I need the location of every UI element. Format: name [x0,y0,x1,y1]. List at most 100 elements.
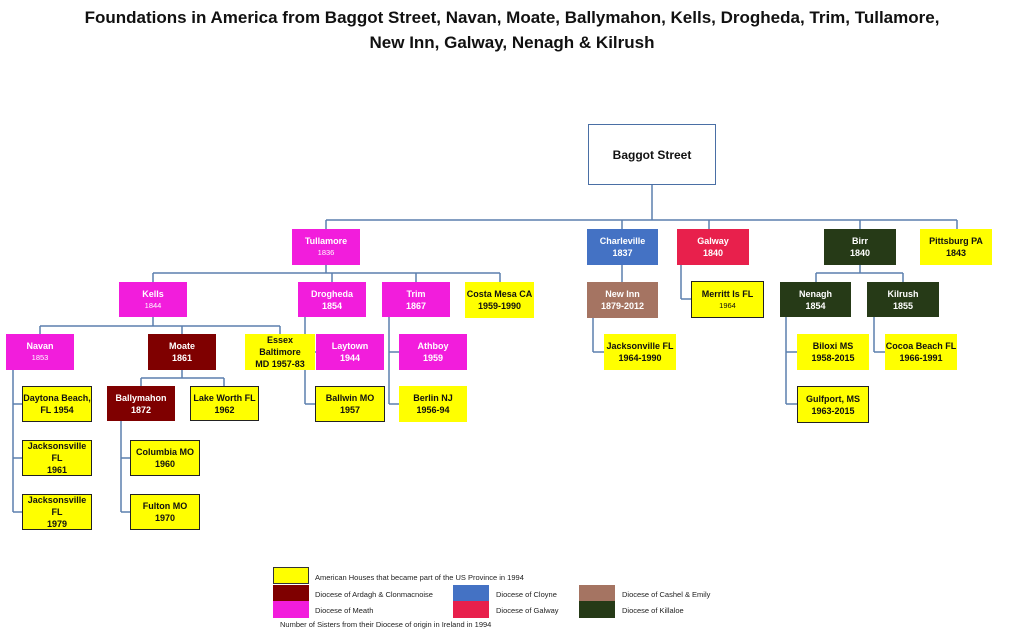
legend-label-killaloe: Diocese of Killaloe [622,606,684,615]
node-columbia: Columbia MO 1960 [130,440,200,476]
node-name: Kells [142,288,164,299]
node-name: Drogheda [310,288,353,299]
node-date: 1956-94 [416,405,450,415]
node-date: FL 1954 [40,405,74,415]
node-name: Charleville [599,236,646,246]
node-ballymahon: Ballymahon 1872 [107,386,175,421]
node-ballwin: Ballwin MO 1957 [315,386,385,422]
node-name: Navan [26,341,54,351]
node-laytown: Laytown 1944 [316,334,384,370]
legend-label-cloyne: Diocese of Cloyne [496,590,557,599]
node-name: Jacksonsville FL [27,495,87,517]
node-fulton: Fulton MO 1970 [130,494,200,530]
node-name: Daytona Beach, [23,393,91,403]
node-date: 1966-1991 [899,353,943,363]
node-name: Jacksonsville FL [27,441,87,463]
node-jax61: Jacksonsville FL 1961 [22,440,92,476]
node-biloxi: Biloxi MS 1958-2015 [797,334,869,370]
node-name: Galway [697,236,729,246]
node-date: 1840 [849,248,871,258]
legend-swatch-american [273,567,309,584]
chart-title-line-2: New Inn, Galway, Nenagh & Kilrush [369,33,655,52]
node-birr: Birr 1840 [824,229,896,265]
node-name: Merritt Is FL [701,288,754,299]
legend-swatch-galway [453,601,489,618]
legend-swatch-ardagh [273,585,309,602]
node-date: 1958-2015 [811,353,855,363]
node-name: Ballymahon [115,392,167,403]
node-berlin: Berlin NJ 1956-94 [399,386,467,422]
node-nenagh: Nenagh 1854 [780,282,851,317]
node-date: 1879-2012 [600,301,645,311]
node-name: Berlin NJ [413,393,453,403]
node-name: Jacksonville FL [606,341,674,351]
node-name: Cocoa Beach FL [885,341,957,351]
node-date: 1854 [805,300,826,311]
node-date: 1964 [719,300,736,310]
legend-swatch-meath [273,601,309,618]
node-costamesa: Costa Mesa CA 1959-1990 [465,282,534,318]
legend-label-galway: Diocese of Galway [496,606,559,615]
legend-label-american: American Houses that became part of the … [315,573,524,582]
node-kilrush: Kilrush 1855 [867,282,939,317]
node-baggot: Baggot Street [588,124,716,185]
node-date: 1944 [339,353,361,363]
node-date: 1837 [612,248,633,258]
node-name: Ballwin MO [325,393,375,403]
legend-swatch-cashel [579,585,615,602]
node-newinn: New Inn 1879-2012 [587,282,658,318]
node-date: 1960 [154,459,176,469]
node-date: 1844 [144,300,162,310]
node-trim: Trim 1867 [382,282,450,317]
node-name: Trim [406,288,426,299]
node-tullamore: Tullamore 1836 [292,229,360,265]
node-essex: Essex Baltimore MD 1957-83 [245,334,315,370]
node-galway: Galway 1840 [677,229,749,265]
node-jax6490: Jacksonville FL 1964-1990 [604,334,676,370]
node-athboy: Athboy 1959 [399,334,467,370]
node-name: Costa Mesa CA [466,289,533,299]
node-daytona: Daytona Beach, FL 1954 [22,386,92,422]
node-name: Essex Baltimore [259,335,301,357]
legend-label-meath: Diocese of Meath [315,606,374,615]
node-date: MD 1957-83 [255,359,305,369]
legend-label-cashel: Diocese of Cashel & Emily [622,590,711,599]
node-jax79: Jacksonsville FL 1979 [22,494,92,530]
node-kells: Kells 1844 [119,282,187,317]
node-name: Baggot Street [612,147,692,162]
node-date: 1836 [317,248,335,257]
node-pittsburg: Pittsburg PA 1843 [920,229,992,265]
node-date: 1861 [171,353,193,363]
chart-title-line-1: Foundations in America from Baggot Stree… [84,8,940,27]
node-date: 1964-1990 [618,353,662,363]
node-name: Columbia MO [136,447,194,457]
node-date: 1854 [321,300,343,311]
node-date: 1959-1990 [477,301,522,311]
node-lakeworth: Lake Worth FL 1962 [190,386,259,421]
node-name: Gulfport, MS [806,393,860,404]
node-charleville: Charleville 1837 [587,229,658,265]
node-name: New Inn [605,289,640,299]
node-name: Biloxi MS [812,341,854,351]
node-gulfport: Gulfport, MS 1963-2015 [797,386,869,423]
node-moate: Moate 1861 [148,334,216,370]
node-date: 1962 [214,404,235,415]
node-name: Birr [851,236,868,246]
node-date: 1979 [46,519,68,529]
node-name: Pittsburg PA [929,236,983,246]
node-date: 1855 [892,300,914,311]
node-name: Kilrush [887,288,919,299]
node-name: Nenagh [798,288,832,299]
node-name: Fulton MO [142,501,188,511]
legend-swatch-killaloe [579,601,615,618]
node-drogheda: Drogheda 1854 [298,282,366,317]
node-name: Lake Worth FL [193,392,256,403]
node-name: Laytown [331,341,369,351]
node-date: 1840 [702,248,724,258]
node-name: Tullamore [304,236,348,246]
node-date: 1867 [405,300,427,311]
node-date: 1853 [31,353,49,362]
node-date: 1961 [46,465,68,475]
node-name: Athboy [417,341,449,351]
